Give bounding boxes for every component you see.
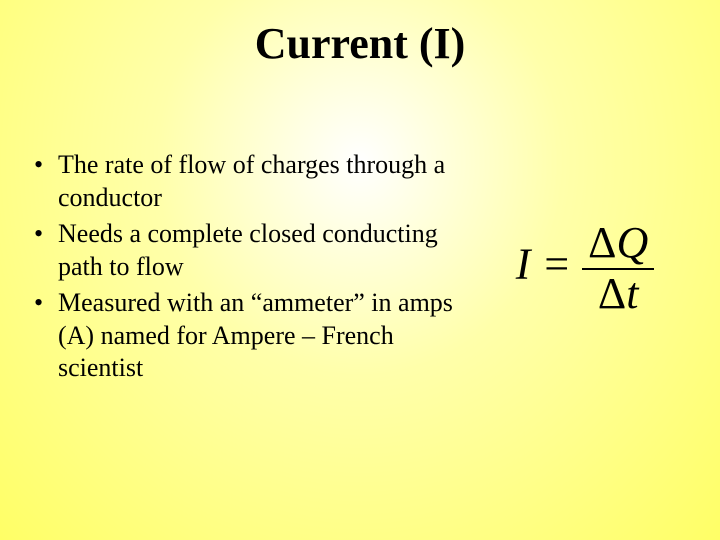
- formula-fraction: ΔQΔt: [582, 219, 654, 318]
- formula-denominator: Δt: [582, 270, 654, 318]
- bullet-item: The rate of flow of charges through a co…: [30, 149, 460, 214]
- bullet-item: Needs a complete closed conducting path …: [30, 218, 460, 283]
- bullet-item: Measured with an “ammeter” in amps (A) n…: [30, 287, 460, 385]
- delta-symbol: Δ: [598, 269, 626, 318]
- denominator-var: t: [626, 269, 638, 318]
- slide-title: Current (I): [0, 0, 720, 69]
- delta-symbol: Δ: [588, 218, 616, 267]
- formula-eq: =: [530, 240, 582, 289]
- numerator-var: Q: [616, 218, 648, 267]
- formula-lhs: I: [516, 240, 531, 289]
- bullet-list: The rate of flow of charges through a co…: [30, 149, 460, 389]
- formula-numerator: ΔQ: [582, 219, 654, 269]
- formula: I = ΔQΔt: [460, 219, 700, 318]
- content-area: The rate of flow of charges through a co…: [0, 69, 720, 389]
